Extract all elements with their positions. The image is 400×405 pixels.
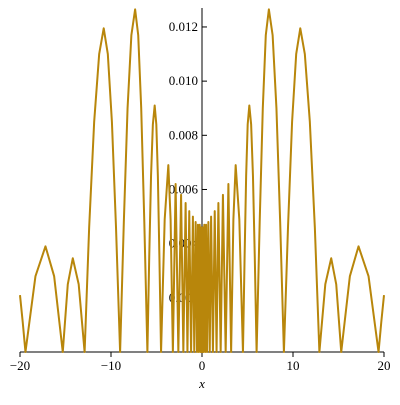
- y-tick-label: 0.006: [169, 181, 199, 196]
- y-tick-label: 0.008: [169, 127, 198, 142]
- data-line: [19, 8, 385, 353]
- x-tick-label: −20: [10, 358, 30, 373]
- y-tick-label: 0.010: [169, 73, 198, 88]
- x-axis-label: x: [198, 376, 205, 391]
- y-tick-label: 0.012: [169, 19, 198, 34]
- x-tick-label: 0: [199, 358, 206, 373]
- x-tick-label: −10: [101, 358, 121, 373]
- x-tick-label: 10: [287, 358, 300, 373]
- x-tick-label: 20: [378, 358, 391, 373]
